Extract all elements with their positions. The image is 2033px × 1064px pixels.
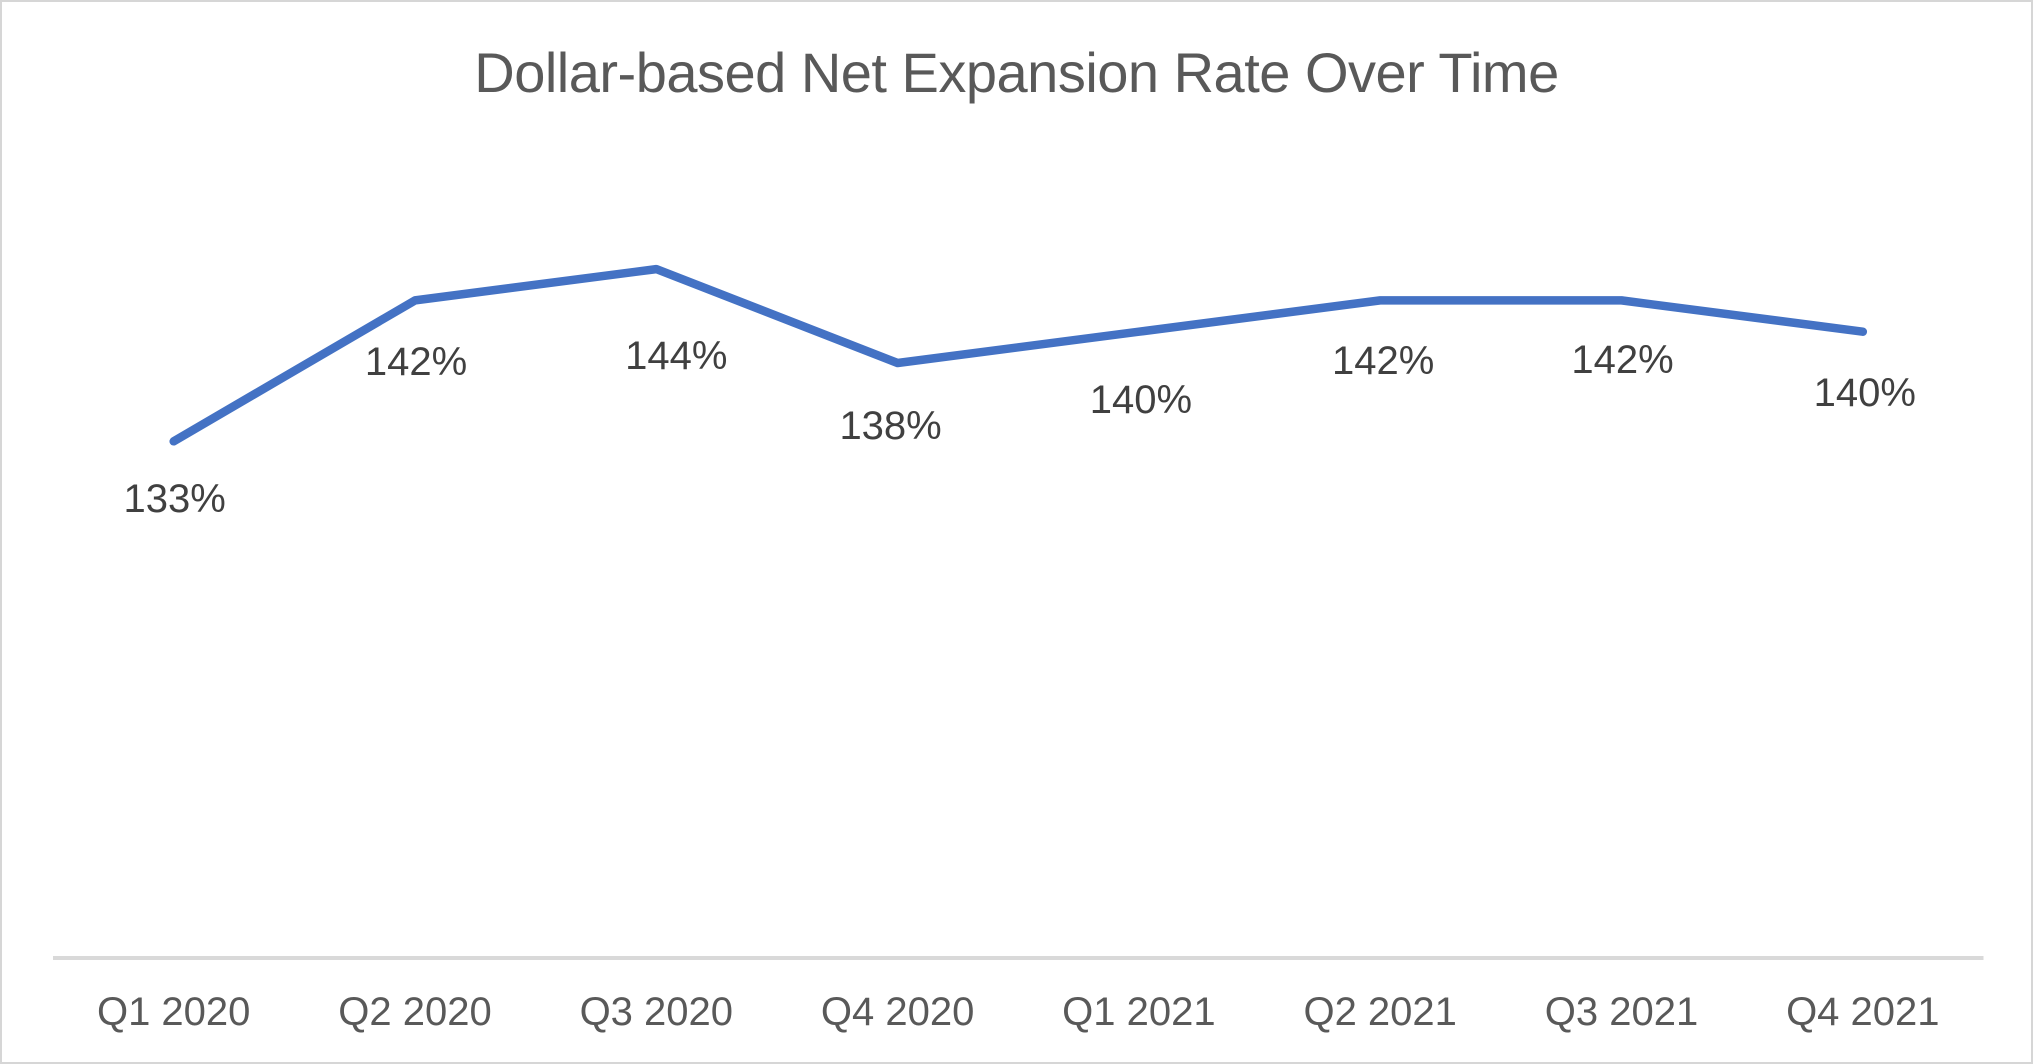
series-line bbox=[169, 264, 1868, 446]
chart-title: Dollar-based Net Expansion Rate Over Tim… bbox=[474, 41, 1559, 104]
